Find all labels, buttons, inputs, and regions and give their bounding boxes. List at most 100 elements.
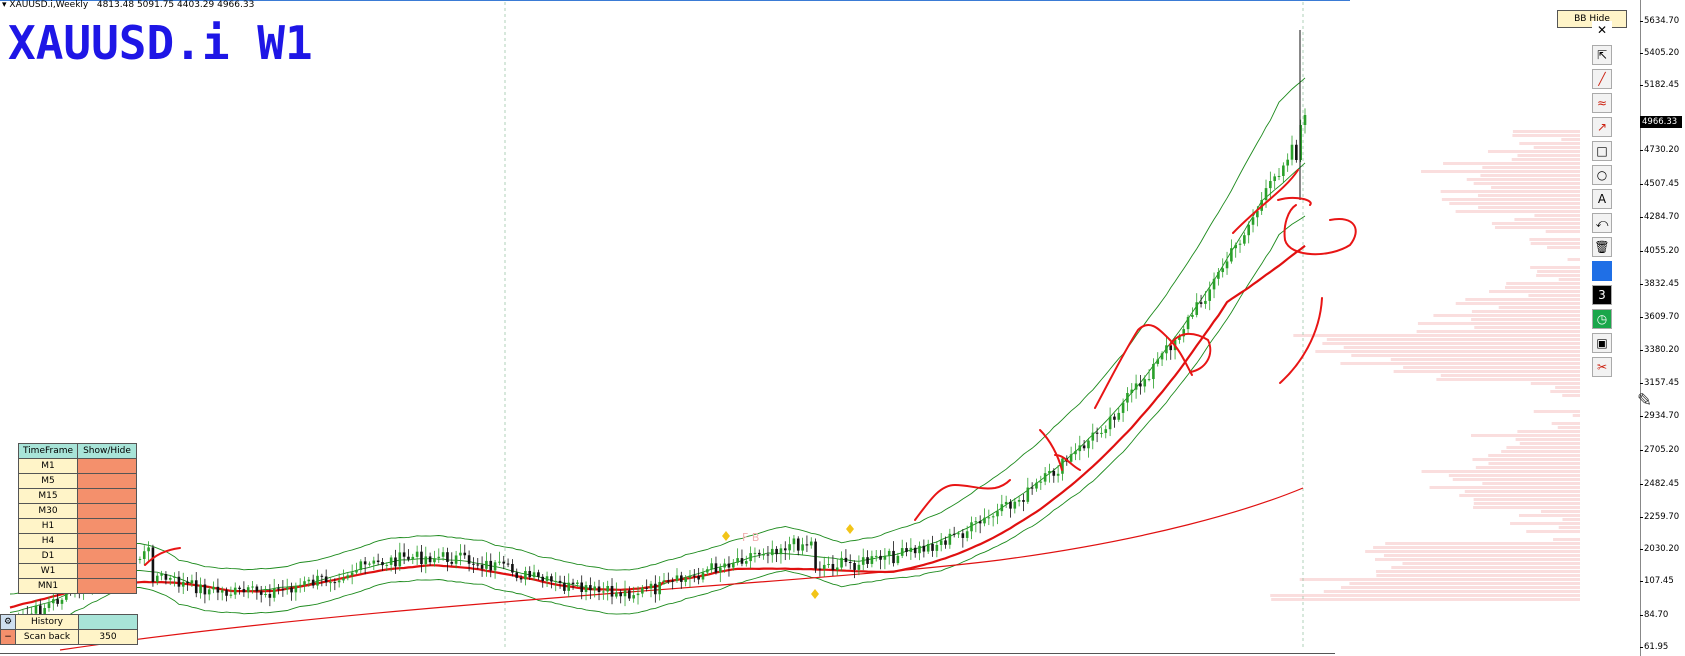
profile-bar xyxy=(1299,578,1580,581)
chart-area[interactable]: ▾ XAUUSD.i,Weekly 4813.48 5091.75 4403.2… xyxy=(0,0,1640,656)
timeframe-toggle[interactable] xyxy=(77,458,137,474)
candle-body xyxy=(987,517,991,519)
candle-body xyxy=(714,563,718,573)
candle-body xyxy=(615,592,618,597)
undo-icon[interactable]: ⤺ xyxy=(1592,213,1612,233)
history-toggle[interactable] xyxy=(78,614,138,630)
close-icon[interactable]: ✕ xyxy=(1592,21,1612,41)
bollinger-bands xyxy=(9,77,1306,639)
candle-body xyxy=(333,582,337,584)
timeframe-toggle[interactable] xyxy=(77,518,137,534)
candle-body xyxy=(428,556,432,563)
wave-icon[interactable]: ≈ xyxy=(1592,93,1612,113)
profile-bar xyxy=(1429,486,1580,489)
circle-icon[interactable]: ○ xyxy=(1592,165,1612,185)
scan-back-input[interactable]: 350 xyxy=(78,629,138,645)
candle-body xyxy=(636,593,640,596)
candle-body xyxy=(874,555,878,557)
candle-body xyxy=(948,533,952,545)
profile-bar xyxy=(1393,370,1580,373)
text-icon[interactable]: A xyxy=(1592,189,1612,209)
profile-bar xyxy=(1373,546,1580,549)
candle-body xyxy=(216,586,220,593)
profile-bar xyxy=(1530,382,1580,385)
candle-body xyxy=(965,531,969,538)
save-icon[interactable]: ▣ xyxy=(1592,333,1612,353)
candle-body xyxy=(680,575,683,582)
candle-body xyxy=(1303,115,1307,125)
color-swatch-icon[interactable] xyxy=(1592,261,1612,281)
candle-body xyxy=(1269,181,1272,189)
candle-body xyxy=(1108,416,1112,430)
number-3-icon[interactable]: 3 xyxy=(1592,285,1612,305)
candle-body xyxy=(281,589,285,591)
timeframe-toggle[interactable] xyxy=(77,488,137,504)
candle-body xyxy=(43,608,46,615)
candle-body xyxy=(783,548,787,551)
candle-body xyxy=(164,574,168,580)
candle-body xyxy=(220,590,224,593)
candle-body xyxy=(1290,144,1294,160)
candle-body xyxy=(983,517,986,524)
candle-body xyxy=(731,562,735,568)
profile-bar xyxy=(1471,434,1580,437)
candle-body xyxy=(762,554,765,556)
trash-icon[interactable]: 🗑 xyxy=(1592,237,1612,257)
candle-body xyxy=(138,558,142,560)
candle-body xyxy=(34,605,38,614)
timeframe-toggle[interactable] xyxy=(77,503,137,519)
candle-body xyxy=(229,594,233,596)
profile-bar xyxy=(1374,558,1580,561)
price-axis[interactable]: 5634.70 5405.20 5182.45 4730.20 4507.45 4284.… xyxy=(1639,0,1685,656)
timeframe-toggle[interactable] xyxy=(77,473,137,489)
timeframe-toggle[interactable] xyxy=(77,548,137,564)
dropdown-triangle-icon[interactable]: ▾ xyxy=(2,0,7,10)
annotation-check xyxy=(1039,429,1081,471)
profile-bar xyxy=(1534,214,1580,217)
candle-body xyxy=(1069,454,1073,462)
candle-body xyxy=(1264,188,1268,201)
price-chart[interactable]: F B xyxy=(0,0,1640,656)
candle-body xyxy=(957,533,960,535)
rectangle-icon[interactable]: □ xyxy=(1592,141,1612,161)
candle-body xyxy=(1186,316,1190,330)
profile-bar xyxy=(1271,598,1580,601)
clock-icon[interactable]: ◷ xyxy=(1592,309,1612,329)
candle-body xyxy=(584,585,588,592)
timeframe-toggle[interactable] xyxy=(77,578,137,594)
candle-body xyxy=(519,577,523,580)
candle-body xyxy=(545,576,549,581)
profile-bar xyxy=(1403,366,1580,369)
price-axis-label: 4284.70 xyxy=(1639,212,1680,222)
candle-body xyxy=(350,572,354,576)
candle-body xyxy=(1082,445,1086,449)
timeframe-toggle[interactable] xyxy=(77,563,137,579)
candle-body xyxy=(1126,392,1129,403)
settings-icon[interactable]: ⚙ xyxy=(0,614,16,630)
profile-bar xyxy=(1349,582,1580,585)
candle-body xyxy=(1238,243,1242,245)
pen-icon[interactable]: ╱ xyxy=(1592,69,1612,89)
price-axis-label: 3832.45 xyxy=(1639,279,1680,289)
profile-bar xyxy=(1343,346,1580,349)
price-axis-label: 61.95 xyxy=(1639,642,1669,652)
profile-bar xyxy=(1555,386,1580,389)
profile-bar xyxy=(1533,410,1580,413)
candle-body xyxy=(775,548,778,555)
candle-body xyxy=(757,552,761,555)
candle-body xyxy=(1191,314,1194,317)
timeframe-toggle[interactable] xyxy=(77,533,137,549)
scissors-icon[interactable]: ✂ xyxy=(1592,357,1612,377)
history-row: ⚙ History xyxy=(0,614,138,630)
remove-icon[interactable]: − xyxy=(0,629,16,645)
candle-body xyxy=(792,538,796,545)
candle-body xyxy=(225,590,228,596)
candle-body xyxy=(420,551,423,565)
arrow-icon[interactable]: ↗ xyxy=(1592,117,1612,137)
candle-body xyxy=(1199,302,1203,304)
candle-body xyxy=(476,564,480,566)
cursor-icon[interactable]: ⇱ xyxy=(1592,45,1612,65)
candle-body xyxy=(809,541,813,546)
candle-body xyxy=(991,516,995,518)
profile-bar xyxy=(1417,322,1580,325)
